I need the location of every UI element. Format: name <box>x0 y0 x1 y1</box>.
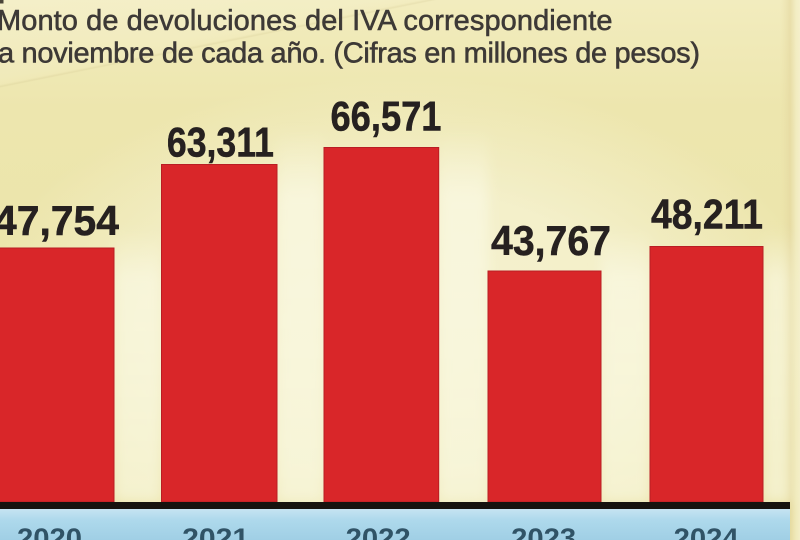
svg-text:48,211: 48,211 <box>651 191 763 238</box>
svg-text:63,311: 63,311 <box>167 119 274 166</box>
svg-text:47,754: 47,754 <box>0 197 120 244</box>
svg-text:2021: 2021 <box>182 523 249 540</box>
svg-text:2022: 2022 <box>346 523 411 540</box>
svg-text:2023: 2023 <box>511 523 576 540</box>
svg-text:2024: 2024 <box>674 523 739 540</box>
svg-text:a noviembre de cada año. (Cifr: a noviembre de cada año. (Cifras en mill… <box>0 38 700 70</box>
svg-text:43,767: 43,767 <box>491 217 611 264</box>
svg-text:Monto de devoluciones del IVA: Monto de devoluciones del IVA correspond… <box>0 5 613 37</box>
svg-text:66,571: 66,571 <box>331 93 442 140</box>
svg-text:2020: 2020 <box>17 523 82 540</box>
